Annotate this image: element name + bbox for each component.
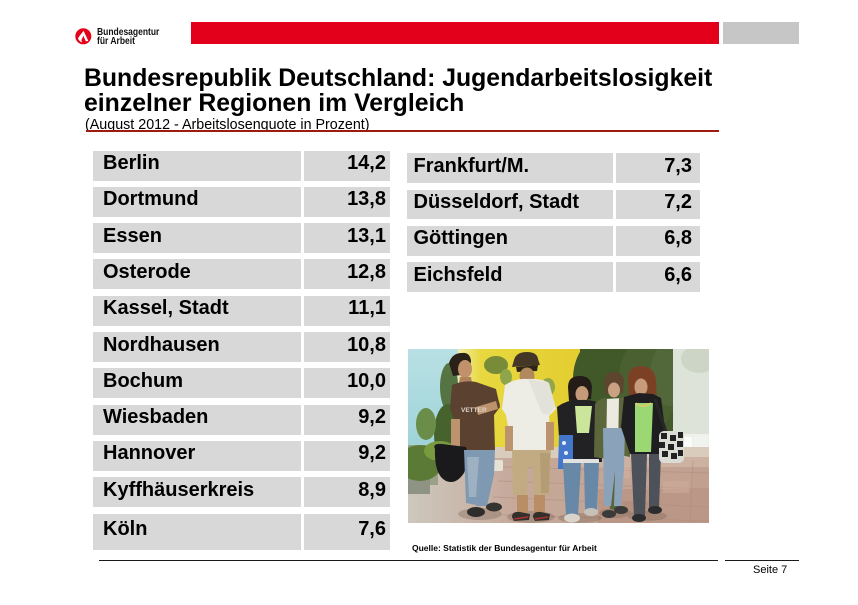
svg-text:VETTER: VETTER (461, 407, 487, 414)
